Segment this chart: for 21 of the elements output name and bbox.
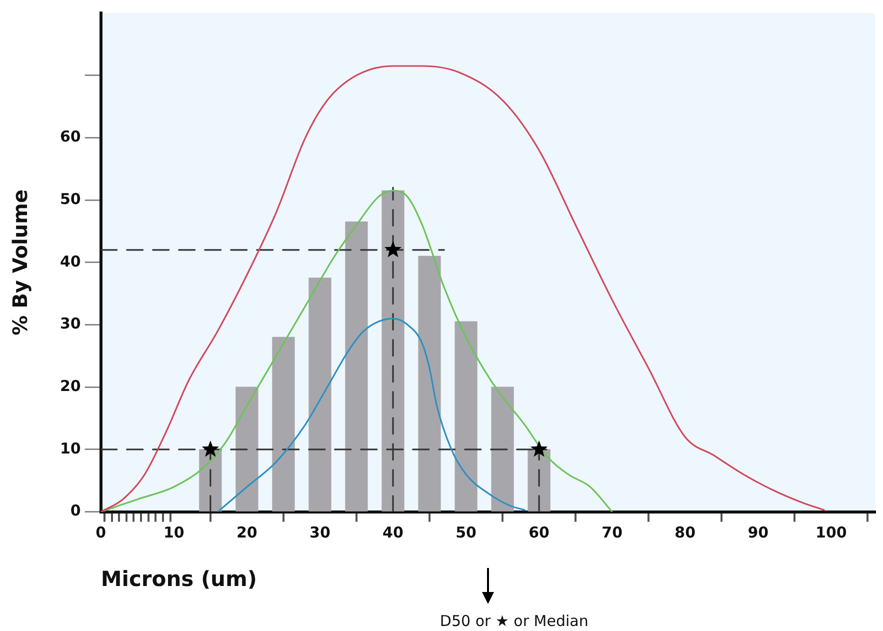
- x-axis-title: Microns (um): [100, 566, 257, 591]
- x-tick-label: 60: [528, 524, 550, 542]
- x-tick-label: 100: [816, 524, 847, 542]
- y-tick-label: 20: [60, 376, 81, 395]
- x-tick-label: 0: [96, 524, 106, 542]
- x-tick-label: 80: [674, 524, 696, 542]
- y-axis-title: % By Volume: [8, 189, 32, 336]
- y-tick-label: 40: [60, 252, 81, 270]
- x-tick-label: 90: [748, 524, 769, 542]
- y-tick-label: 50: [60, 190, 81, 208]
- y-tick-label: 30: [60, 314, 81, 333]
- y-tick-label: 60: [60, 128, 81, 146]
- x-tick-label: 20: [236, 524, 258, 542]
- x-tick-label: 30: [310, 524, 330, 542]
- x-tick-label: 70: [602, 524, 623, 542]
- y-tick-label: 10: [60, 439, 81, 458]
- x-tick-label: 50: [456, 524, 476, 542]
- text: D50 or ★ or Median: [440, 612, 588, 630]
- y-tick-label: 0: [70, 502, 81, 520]
- x-tick-label: 10: [163, 524, 184, 542]
- x-tick-label: 40: [382, 524, 404, 542]
